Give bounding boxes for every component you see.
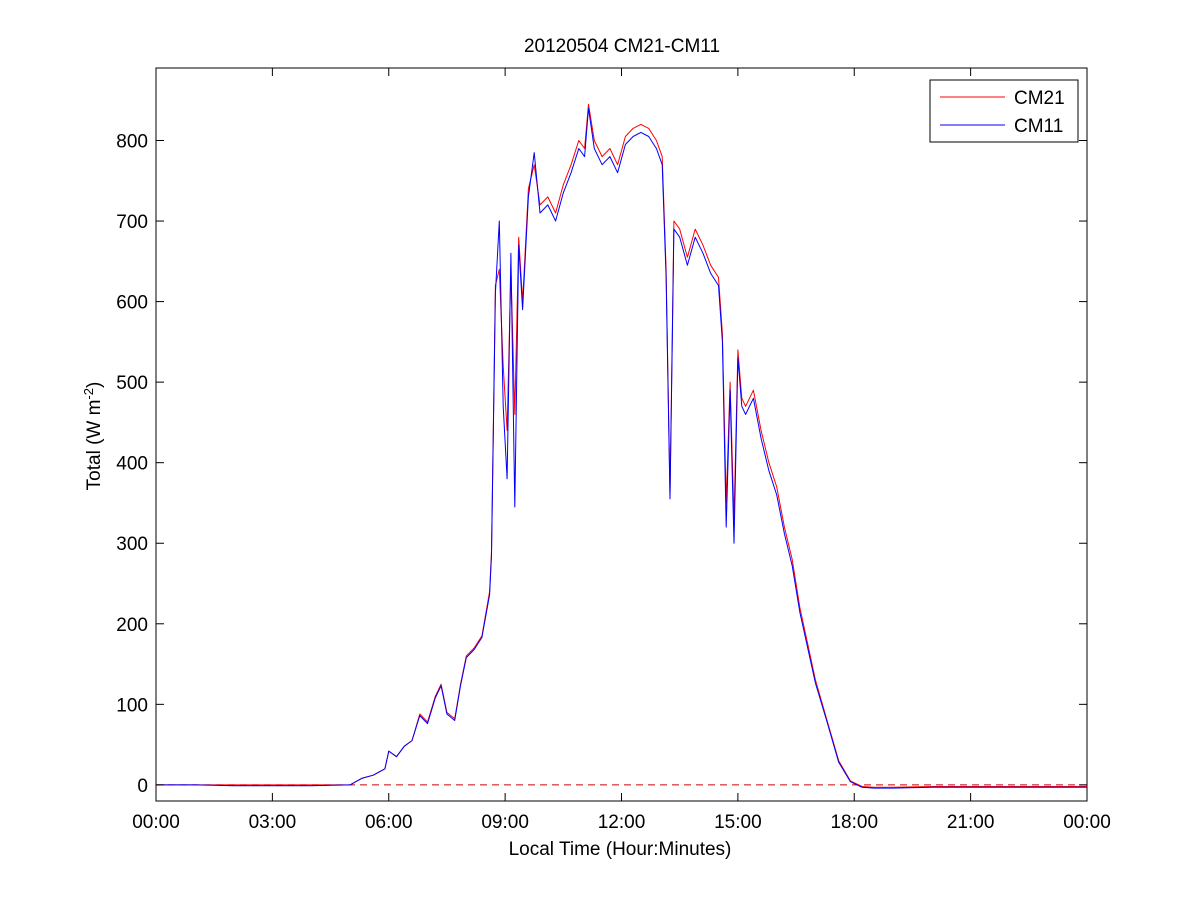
x-tick-label: 06:00	[365, 812, 413, 833]
x-tick-label: 12:00	[598, 812, 646, 833]
y-tick-label: 500	[116, 373, 148, 394]
x-tick-label: 00:00	[132, 812, 180, 833]
y-tick-label: 400	[116, 454, 148, 475]
x-tick-label: 03:00	[249, 812, 297, 833]
x-tick-label: 18:00	[830, 812, 878, 833]
y-axis-label-sup: -2	[81, 388, 96, 400]
x-tick-label: 00:00	[1063, 812, 1111, 833]
y-axis-label-prefix: Total (W m	[84, 400, 105, 491]
y-tick-label: 100	[116, 695, 148, 716]
x-tick-label: 09:00	[481, 812, 529, 833]
y-axis-label: Total (W m-2)	[81, 382, 106, 491]
x-tick-label: 15:00	[714, 812, 762, 833]
y-tick-label: 700	[116, 212, 148, 233]
y-tick-label: 0	[137, 776, 148, 797]
y-tick-label: 200	[116, 615, 148, 636]
y-axis-label-suffix: )	[84, 382, 105, 388]
chart-title: 20120504 CM21-CM11	[524, 36, 720, 57]
series-line-cm11	[156, 107, 1087, 789]
legend: CM21 CM11	[929, 79, 1079, 143]
plot-area: 00:00 03:00 06:00 09:00 12:00 15:00 18:00 21:00…	[116, 67, 1111, 833]
y-tick-label: 300	[116, 534, 148, 555]
legend-box	[929, 79, 1079, 143]
y-tick-label: 800	[116, 131, 148, 152]
legend-label-cm11: CM11	[1014, 116, 1063, 137]
legend-label-cm21: CM21	[1014, 88, 1065, 109]
x-axis-label: Local Time (Hour:Minutes)	[509, 839, 732, 860]
y-tick-label: 600	[116, 293, 148, 314]
x-tick-label: 21:00	[947, 812, 995, 833]
